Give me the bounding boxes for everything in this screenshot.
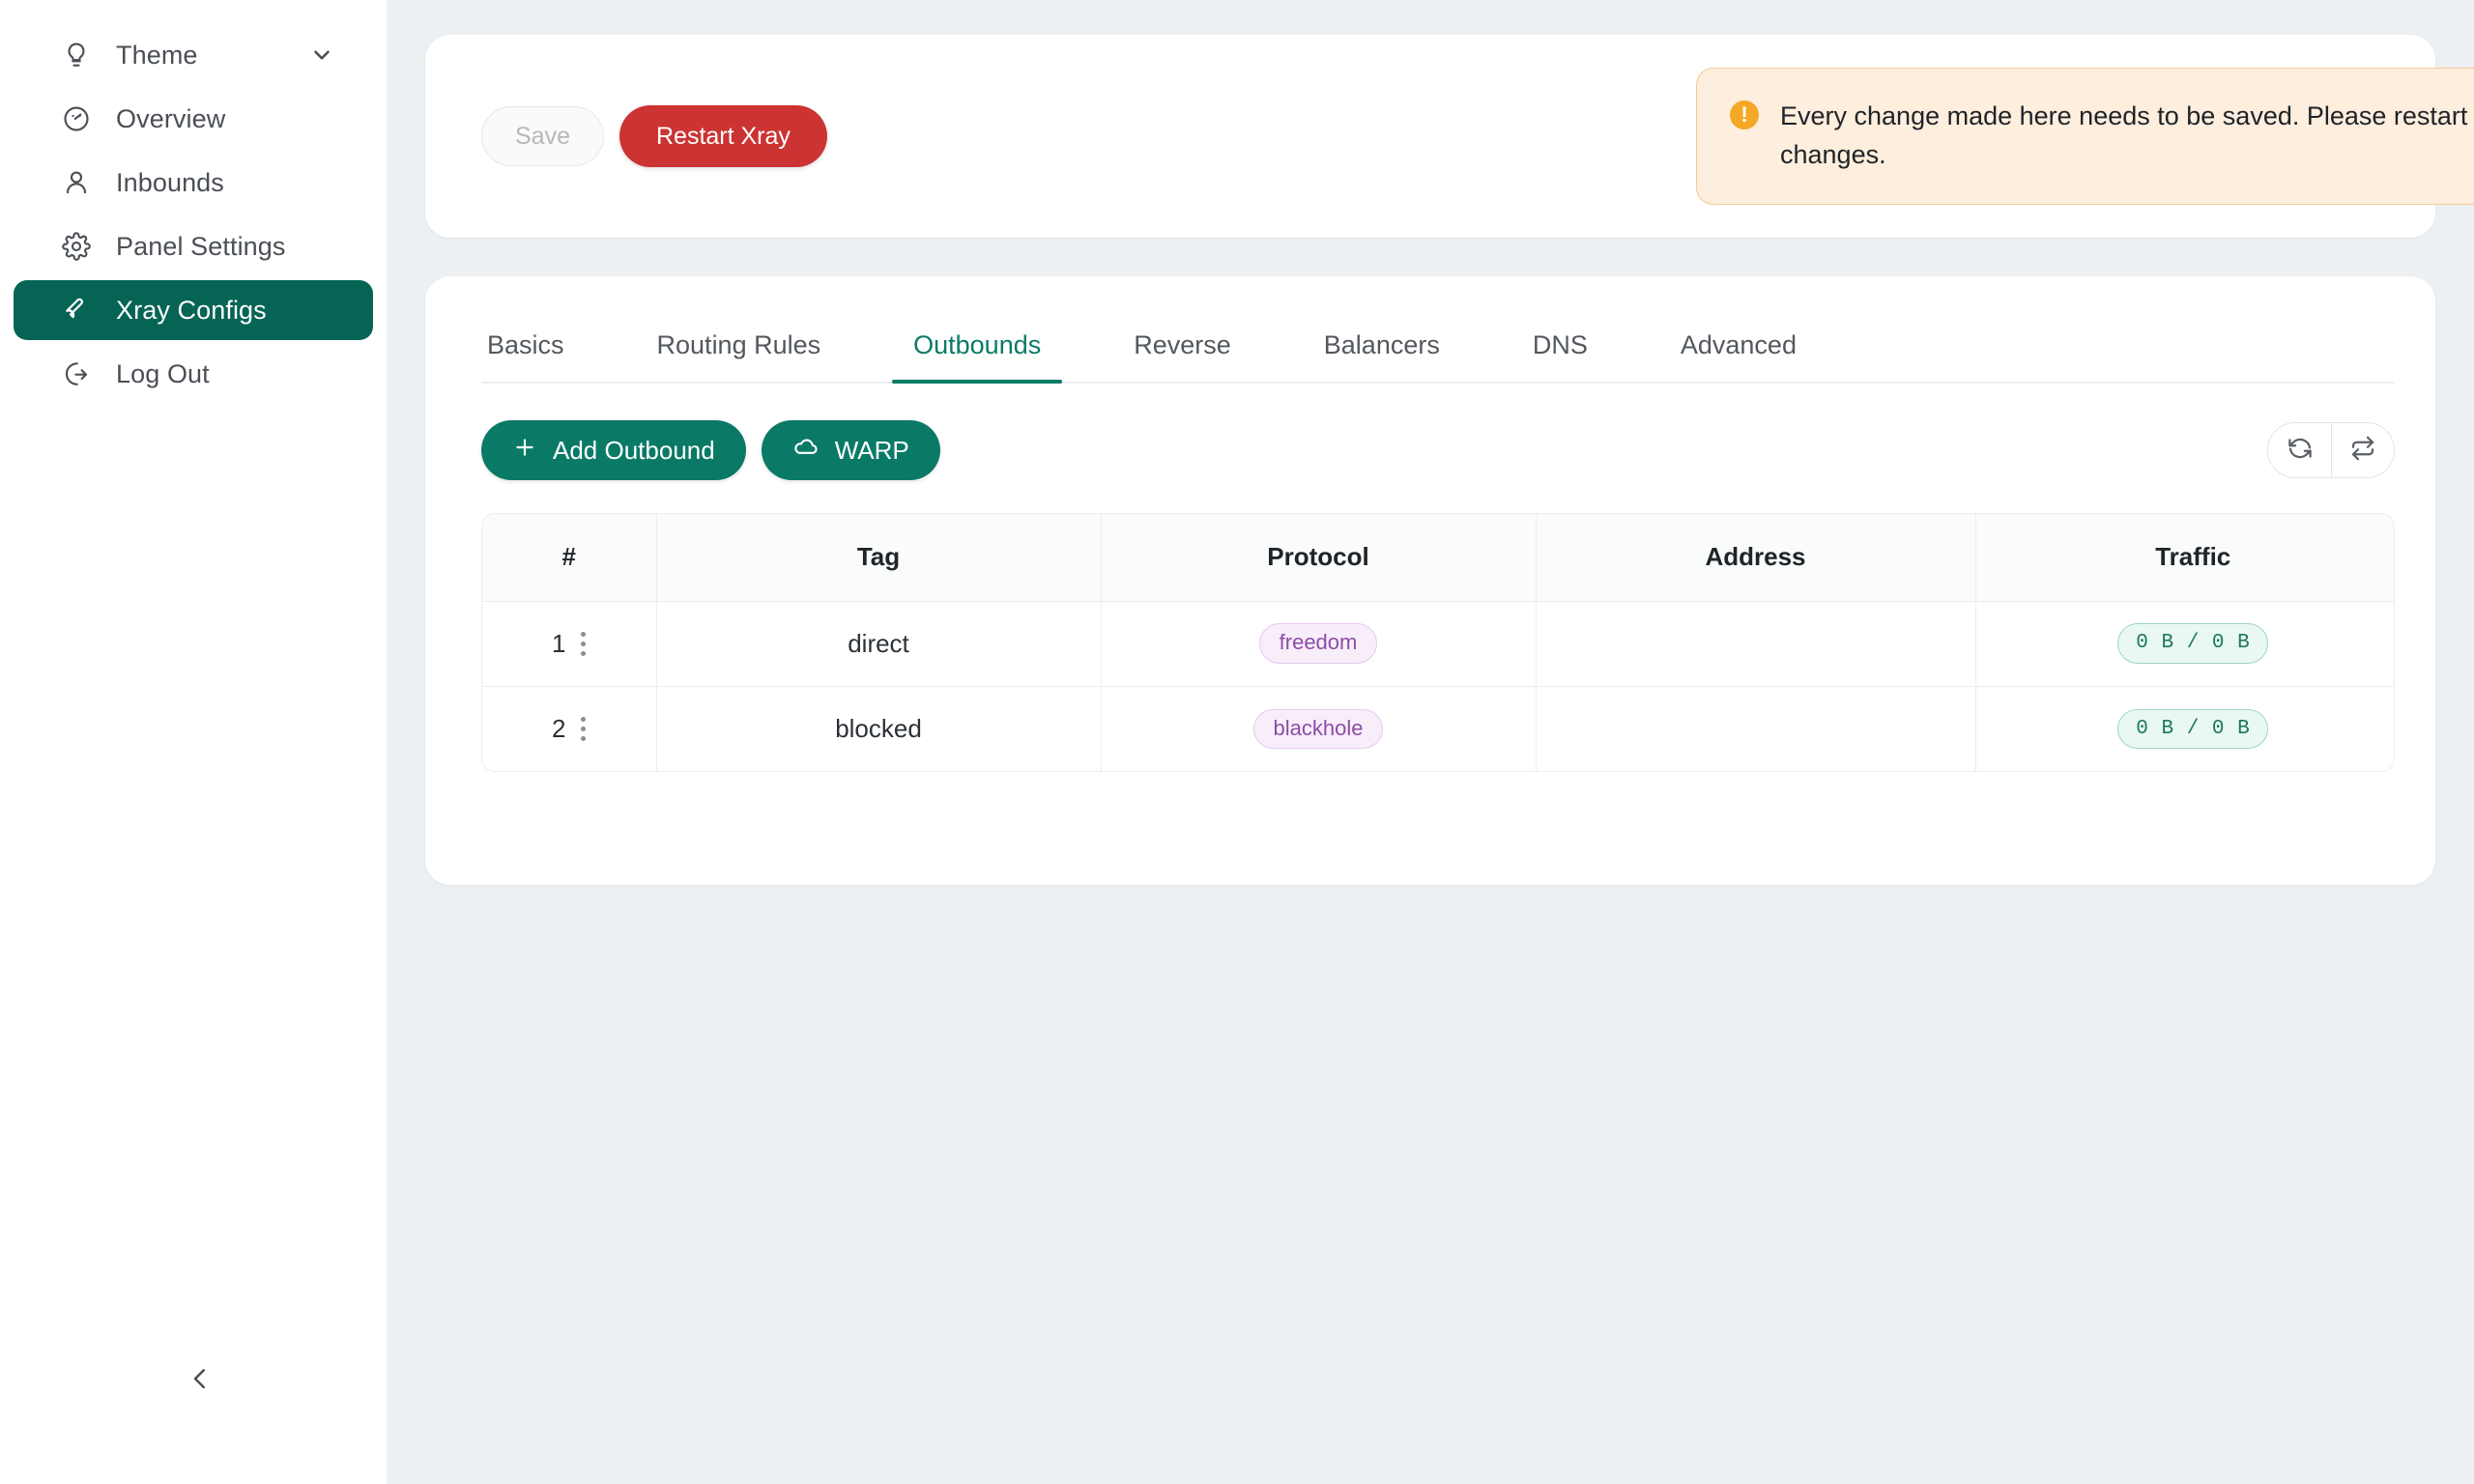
chevron-left-icon <box>186 1364 215 1398</box>
cell-traffic: 0 B / 0 B <box>1975 601 2395 687</box>
add-outbound-label: Add Outbound <box>553 435 715 465</box>
actions-card: Save Restart Xray ! Every change made he… <box>425 35 2474 238</box>
save-button[interactable]: Save <box>481 106 604 166</box>
user-icon <box>60 166 93 199</box>
alert-message: Every change made here needs to be saved… <box>1780 101 2474 169</box>
traffic-badge: 0 B / 0 B <box>2117 708 2269 749</box>
add-outbound-button[interactable]: Add Outbound <box>481 420 746 480</box>
warp-button[interactable]: WARP <box>761 420 940 480</box>
table-row[interactable]: 2 blocked blackhole 0 B / 0 B <box>482 686 2395 771</box>
cell-tag: blocked <box>656 686 1102 771</box>
refresh-button[interactable] <box>2268 423 2331 477</box>
column-header-index[interactable]: # <box>482 514 657 602</box>
wrench-icon <box>60 294 93 327</box>
tab-dns[interactable]: DNS <box>1532 330 1588 359</box>
table-row[interactable]: 1 direct freedom 0 B / 0 B <box>482 601 2395 687</box>
protocol-badge: blackhole <box>1252 708 1384 749</box>
xray-configs-card: Basics Routing Rules Outbounds Reverse B… <box>425 276 2436 885</box>
main-content: Save Restart Xray ! Every change made he… <box>387 0 2474 1484</box>
tab-balancers[interactable]: Balancers <box>1323 330 1440 359</box>
repeat-button[interactable] <box>2331 423 2394 477</box>
sidebar-item-xray-configs[interactable]: Xray Configs <box>14 280 373 340</box>
sidebar-collapse-button[interactable] <box>179 1359 221 1402</box>
exclamation-circle-icon: ! <box>1730 100 1759 130</box>
column-header-tag[interactable]: Tag <box>656 514 1102 602</box>
sidebar-item-label: Overview <box>116 103 226 133</box>
gear-icon <box>60 230 93 263</box>
restart-xray-button[interactable]: Restart Xray <box>618 105 827 167</box>
row-number: 1 <box>552 628 566 658</box>
column-header-protocol[interactable]: Protocol <box>1101 514 1537 602</box>
lightbulb-icon <box>60 39 93 71</box>
plus-icon <box>512 435 537 467</box>
sidebar-item-label: Xray Configs <box>116 295 267 325</box>
drag-handle-icon[interactable] <box>581 631 587 656</box>
cell-protocol: freedom <box>1101 601 1537 687</box>
cell-address <box>1536 601 1976 687</box>
outbounds-table-wrapper: # Tag Protocol Address Traffic 1 <box>481 513 2396 772</box>
chevron-down-icon[interactable] <box>309 43 334 68</box>
protocol-badge: freedom <box>1258 623 1378 664</box>
save-warning-alert: ! Every change made here needs to be sav… <box>1696 68 2474 205</box>
traffic-badge: 0 B / 0 B <box>2117 623 2269 664</box>
cell-address <box>1536 686 1976 771</box>
logout-icon <box>60 357 93 390</box>
outbounds-table: # Tag Protocol Address Traffic 1 <box>482 514 2395 771</box>
table-body: 1 direct freedom 0 B / 0 B <box>482 601 2395 771</box>
column-header-address[interactable]: Address <box>1536 514 1976 602</box>
save-restart-group: Save Restart Xray <box>481 105 827 167</box>
sidebar-item-overview[interactable]: Overview <box>14 89 373 149</box>
refresh-icon <box>2286 434 2315 468</box>
cell-index: 1 <box>482 601 657 687</box>
tab-outbounds[interactable]: Outbounds <box>892 317 1063 384</box>
table-controls-group <box>2267 422 2396 478</box>
cell-protocol: blackhole <box>1101 686 1537 771</box>
tab-advanced[interactable]: Advanced <box>1680 330 1797 359</box>
sidebar-item-label: Inbounds <box>116 167 224 197</box>
cell-tag: direct <box>656 601 1102 687</box>
drag-handle-icon[interactable] <box>581 716 587 741</box>
sidebar-item-label: Panel Settings <box>116 231 286 261</box>
sidebar: Theme Overview Inbounds <box>0 0 387 1484</box>
sidebar-item-theme[interactable]: Theme <box>14 25 373 85</box>
sidebar-item-label: Log Out <box>116 358 210 388</box>
tab-routing-rules[interactable]: Routing Rules <box>656 330 821 359</box>
warp-label: WARP <box>834 435 909 465</box>
cloud-icon <box>792 434 820 468</box>
sidebar-item-panel-settings[interactable]: Panel Settings <box>14 216 373 276</box>
gauge-icon <box>60 102 93 135</box>
sidebar-item-log-out[interactable]: Log Out <box>14 344 373 404</box>
sidebar-item-inbounds[interactable]: Inbounds <box>14 153 373 213</box>
table-head: # Tag Protocol Address Traffic <box>482 514 2395 602</box>
table-header-row: # Tag Protocol Address Traffic <box>482 514 2395 602</box>
row-number: 2 <box>552 713 566 743</box>
repeat-icon <box>2348 434 2377 468</box>
cell-index: 2 <box>482 686 657 771</box>
tab-reverse[interactable]: Reverse <box>1134 330 1231 359</box>
outbounds-toolbar: Add Outbound WARP <box>481 420 2396 480</box>
cell-traffic: 0 B / 0 B <box>1975 686 2395 771</box>
sidebar-item-label: Theme <box>116 40 198 70</box>
column-header-traffic[interactable]: Traffic <box>1975 514 2395 602</box>
config-tabs: Basics Routing Rules Outbounds Reverse B… <box>481 317 2396 384</box>
tab-basics[interactable]: Basics <box>487 330 564 359</box>
